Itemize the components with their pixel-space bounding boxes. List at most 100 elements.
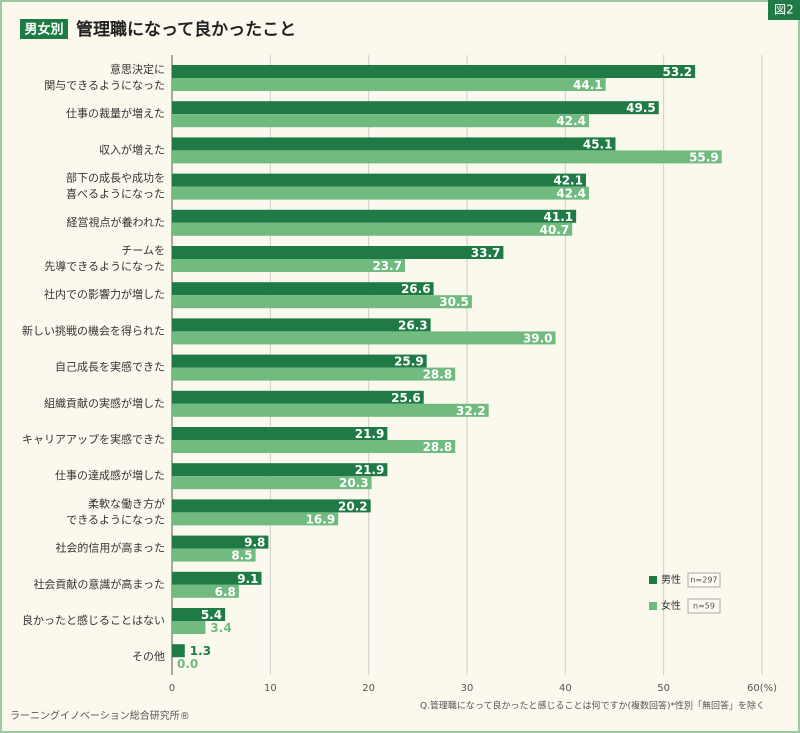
y-tick-label: キャリアアップを実感できた bbox=[22, 432, 165, 446]
y-tick-label: 先導できるようになった bbox=[44, 259, 165, 273]
value-label: 25.6 bbox=[391, 391, 421, 405]
y-tick-label: 仕事の裁量が増えた bbox=[66, 106, 165, 120]
value-label: 5.4 bbox=[201, 608, 222, 622]
x-tick-label: 60(%) bbox=[747, 683, 777, 694]
y-tick-label: 意思決定に bbox=[110, 62, 165, 76]
bar bbox=[172, 295, 472, 309]
y-tick-label: 社内での影響力が増した bbox=[44, 287, 165, 301]
value-label: 3.4 bbox=[210, 621, 231, 635]
bar bbox=[172, 101, 659, 115]
bar bbox=[172, 78, 606, 91]
value-label: 42.4 bbox=[556, 114, 586, 128]
bar bbox=[172, 318, 431, 332]
value-label: 55.9 bbox=[689, 150, 719, 164]
bar bbox=[172, 137, 616, 151]
legend-sample: n=59 bbox=[693, 602, 715, 611]
badge: 男女別 bbox=[24, 22, 63, 38]
value-label: 1.3 bbox=[190, 644, 211, 658]
value-label: 28.8 bbox=[423, 368, 453, 382]
y-tick-label: 喜べるようになった bbox=[66, 188, 165, 201]
badge-bg bbox=[20, 19, 68, 39]
value-label: 25.9 bbox=[394, 355, 424, 369]
bar bbox=[172, 644, 185, 658]
value-label: 8.5 bbox=[231, 549, 252, 563]
bar bbox=[172, 65, 696, 78]
figure-label: 図2 bbox=[774, 3, 794, 17]
value-label: 28.8 bbox=[423, 440, 453, 454]
legend-sample: n=297 bbox=[690, 576, 717, 585]
bar bbox=[172, 499, 371, 513]
value-label: 45.1 bbox=[583, 137, 613, 151]
value-label: 39.0 bbox=[523, 331, 553, 345]
x-tick-label: 10 bbox=[264, 683, 277, 694]
bar bbox=[172, 463, 388, 477]
value-label: 33.7 bbox=[471, 246, 501, 260]
value-label: 42.1 bbox=[553, 174, 583, 188]
value-label: 6.8 bbox=[215, 585, 236, 599]
legend-sample-box bbox=[687, 598, 721, 614]
chart-title: 管理職になって良かったこと bbox=[76, 19, 296, 40]
bar bbox=[172, 173, 586, 187]
bar bbox=[172, 259, 406, 272]
value-label: 26.6 bbox=[401, 282, 431, 296]
value-label: 21.9 bbox=[355, 463, 385, 477]
value-label: 42.4 bbox=[556, 187, 586, 201]
y-tick-label: 新しい挑戦の機会を得られた bbox=[22, 323, 165, 337]
bar bbox=[172, 367, 456, 381]
y-tick-label: 社会貢献の意識が高まった bbox=[33, 577, 165, 591]
value-label: 20.3 bbox=[339, 476, 369, 490]
bar bbox=[172, 427, 388, 440]
bar bbox=[172, 354, 427, 368]
value-label: 30.5 bbox=[439, 295, 469, 309]
legend-label: 男性 bbox=[661, 573, 681, 586]
y-tick-label: 収入が増えた bbox=[99, 142, 165, 156]
bar bbox=[172, 512, 339, 526]
bar bbox=[172, 114, 589, 128]
y-tick-label: チームを bbox=[121, 244, 165, 257]
y-tick-label: 自己成長を実感できた bbox=[55, 360, 165, 374]
x-tick-label: 40 bbox=[559, 683, 572, 694]
bar bbox=[172, 476, 372, 490]
y-tick-label: 経営視点が養われた bbox=[67, 215, 165, 229]
value-label: 32.2 bbox=[456, 404, 486, 418]
bar bbox=[172, 331, 556, 345]
y-tick-label: 部下の成長や成功を bbox=[66, 171, 165, 185]
y-tick-label: 組織貢献の実感が増した bbox=[44, 396, 165, 410]
x-tick-label: 30 bbox=[461, 683, 474, 694]
bar bbox=[172, 608, 226, 621]
value-label: 23.7 bbox=[372, 259, 402, 273]
note: Q.管理職になって良かったと感じることは何ですか(複数回答)*性別「無回答」を除… bbox=[420, 700, 765, 712]
bar bbox=[172, 150, 722, 164]
y-tick-label: その他 bbox=[132, 650, 165, 663]
value-label: 9.8 bbox=[244, 536, 265, 550]
value-label: 9.1 bbox=[237, 572, 258, 586]
value-label: 26.3 bbox=[398, 318, 428, 332]
bar bbox=[172, 390, 424, 404]
y-tick-label: 仕事の達成感が増した bbox=[55, 468, 165, 482]
x-tick-label: 50 bbox=[657, 683, 670, 694]
bar bbox=[172, 246, 504, 259]
y-tick-label: 関与できるようになった bbox=[44, 79, 165, 92]
bar bbox=[172, 535, 269, 549]
y-tick-label: 社会的信用が高まった bbox=[55, 541, 165, 555]
bar bbox=[172, 403, 489, 417]
source: ラーニングイノベーション総合研究所® bbox=[10, 709, 190, 722]
legend-swatch bbox=[649, 602, 657, 610]
value-label: 44.1 bbox=[573, 78, 603, 92]
x-tick-label: 20 bbox=[362, 683, 375, 694]
bar bbox=[172, 440, 456, 453]
value-label: 20.2 bbox=[338, 499, 368, 513]
y-tick-label: 良かったと感じることはない bbox=[22, 613, 165, 627]
bar bbox=[172, 282, 434, 296]
bar bbox=[172, 222, 573, 236]
bar bbox=[172, 548, 256, 562]
bar bbox=[172, 209, 577, 223]
value-label: 16.9 bbox=[306, 512, 336, 526]
figure-label-bg bbox=[768, 0, 800, 20]
value-label: 21.9 bbox=[355, 427, 385, 441]
bar bbox=[172, 571, 262, 585]
value-label: 0.0 bbox=[177, 657, 198, 671]
value-label: 53.2 bbox=[663, 65, 693, 79]
bar bbox=[172, 621, 206, 634]
